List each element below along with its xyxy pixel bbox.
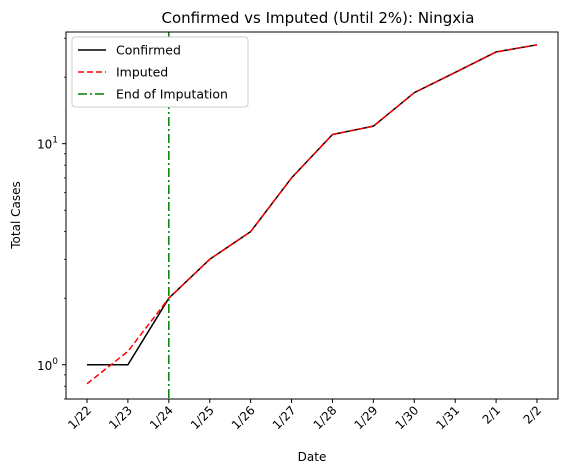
chart-marks [86,32,538,399]
y-axis: 100 101 [37,37,66,400]
x-tick-label: 2/2 [521,403,545,427]
x-tick-label: 1/28 [311,403,340,432]
chart-title: Confirmed vs Imputed (Until 2%): Ningxia [161,9,474,27]
y-tick-label: 100 [37,357,58,373]
x-tick-label: 1/31 [433,403,462,432]
plot-area [65,31,559,400]
x-tick-label: 1/22 [65,403,94,432]
x-axis: 1/22 1/23 1/24 1/25 1/26 1/27 1/28 1/29 1/30 1/31… [65,399,544,432]
x-tick-label: 1/29 [352,403,381,432]
x-tick-label: 1/26 [229,403,258,432]
axes-frame [65,31,559,400]
series-line-imputed [86,44,538,385]
legend-entry-label: End of Imputation [116,87,228,102]
y-tick-label: 101 [37,136,58,152]
x-tick-label: 1/25 [188,403,217,432]
x-tick-label: 1/30 [392,403,421,432]
x-tick-label: 2/1 [480,403,504,427]
legend-frame [71,36,249,108]
legend-entry-label: Imputed [116,65,168,80]
legend: Confirmed Imputed End of Imputation [71,36,249,108]
y-axis-label: Total Cases [9,181,23,249]
x-tick-label: 1/24 [147,403,176,432]
x-axis-label: Date [298,450,327,464]
legend-entry-label: Confirmed [116,43,181,58]
x-tick-label: 1/27 [270,403,299,432]
x-tick-label: 1/23 [106,403,135,432]
